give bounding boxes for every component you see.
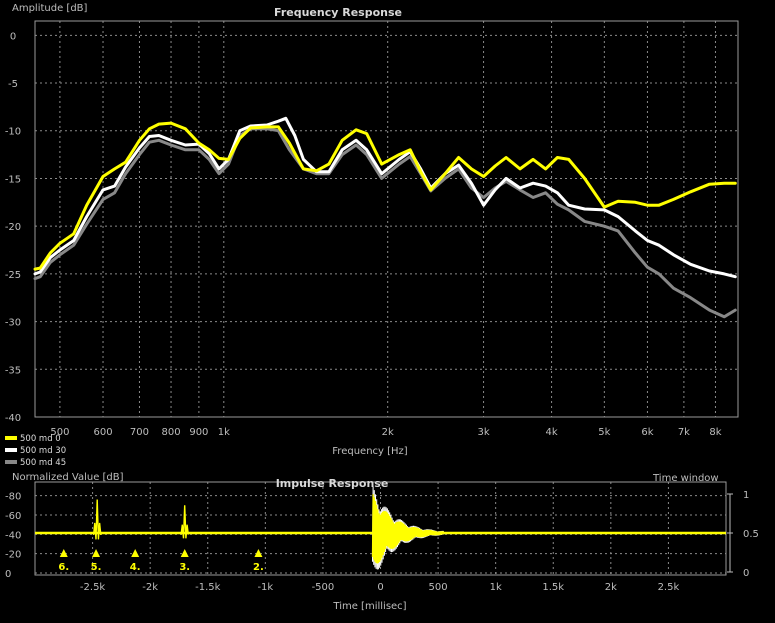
impulse-xtick-label: -2k	[142, 582, 158, 593]
series-line-500-md-30	[33, 116, 737, 279]
freq-xtick-label: 6k	[641, 427, 653, 438]
freq-xtick-label: 500	[50, 427, 69, 438]
reflection-marker-icon	[131, 549, 140, 557]
legend-swatch	[5, 436, 17, 440]
reflection-marker-label: 5.	[91, 562, 102, 573]
legend-entry: 500 md 30	[20, 446, 66, 456]
impulse-ytick-label: -40	[5, 530, 21, 541]
legend-swatch	[5, 448, 17, 452]
freq-plot-frame	[34, 20, 739, 418]
freq-xtick-label: 7k	[678, 427, 690, 438]
freq-xtick-label: 8k	[709, 427, 721, 438]
freq-ytick-label: -25	[5, 270, 21, 281]
freq-xtick-label: 3k	[477, 427, 489, 438]
impulse-ytick-label: 0	[5, 569, 11, 580]
freq-ytick-label: -40	[5, 413, 21, 424]
time-window-tick-label: 0	[743, 568, 749, 579]
impulse-ytick-label: -20	[5, 550, 21, 561]
reflection-marker-label: 4.	[130, 562, 141, 573]
impulse-xtick-label: -2.5k	[80, 582, 106, 593]
freq-xtick-label: 1k	[218, 427, 230, 438]
freq-ytick-label: -20	[5, 222, 21, 233]
reflection-marker-label: 6.	[58, 562, 69, 573]
impulse-xtick-label: 1.5k	[542, 582, 564, 593]
freq-xtick-label: 700	[130, 427, 149, 438]
impulse-xtick-label: 2.5k	[658, 582, 680, 593]
impulse-main-yellow	[371, 494, 445, 564]
reflection-marker-icon	[254, 549, 263, 557]
freq-ytick-label: -30	[5, 318, 21, 329]
freq-xtick-label: 900	[189, 427, 208, 438]
impulse-xtick-label: 2k	[605, 582, 617, 593]
time-window-tick-label: 0.5	[743, 529, 759, 540]
impulse-ytick-label: -60	[5, 511, 21, 522]
impulse-xtick-label: -1k	[257, 582, 273, 593]
series-line-500-md-45	[33, 127, 737, 319]
freq-xtick-label: 2k	[382, 427, 394, 438]
reflection-marker-label: 3.	[179, 562, 190, 573]
freq-ytick-label: -35	[5, 365, 21, 376]
freq-ylabel: Amplitude [dB]	[12, 3, 88, 14]
freq-xtick-label: 5k	[598, 427, 610, 438]
impulse-xtick-label: 500	[429, 582, 448, 593]
reflection-marker-icon	[59, 549, 68, 557]
freq-ytick-label: -10	[5, 127, 21, 138]
freq-xtick-label: 800	[161, 427, 180, 438]
impulse-xtick-label: -500	[312, 582, 335, 593]
impulse-peak	[180, 505, 189, 539]
freq-xtick-label: 4k	[545, 427, 557, 438]
time-window-label: Time window	[652, 473, 719, 484]
impulse-xtick-label: -1.5k	[195, 582, 221, 593]
freq-ytick-label: -15	[5, 174, 21, 185]
impulse-main-white	[372, 486, 445, 570]
series-line-500-md-0	[33, 121, 737, 271]
impulse-peak	[92, 499, 102, 540]
impulse-plot-frame	[34, 481, 727, 576]
reflection-marker-icon	[92, 549, 101, 557]
freq-ytick-label: -5	[8, 79, 18, 90]
impulse-ylabel: Normalized Value [dB]	[12, 472, 124, 483]
freq-xtick-label: 600	[93, 427, 112, 438]
impulse-chart-title: Impulse Response	[276, 477, 389, 490]
impulse-ytick-label: -80	[5, 492, 21, 503]
reflection-marker-icon	[180, 549, 189, 557]
legend-swatch	[5, 460, 17, 464]
reflection-marker-label: 2.	[253, 562, 264, 573]
impulse-xtick-label: 1k	[490, 582, 502, 593]
legend-entry: 500 md 45	[20, 458, 66, 468]
legend-entry: 500 md 0	[20, 434, 61, 444]
impulse-xlabel: Time [millisec]	[332, 601, 406, 612]
time-window-tick-label: 1	[743, 490, 749, 501]
impulse-xtick-label: 0	[377, 582, 383, 593]
freq-ytick-label: 0	[10, 31, 16, 42]
freq-chart-title: Frequency Response	[274, 6, 402, 19]
freq-xlabel: Frequency [Hz]	[332, 446, 408, 457]
